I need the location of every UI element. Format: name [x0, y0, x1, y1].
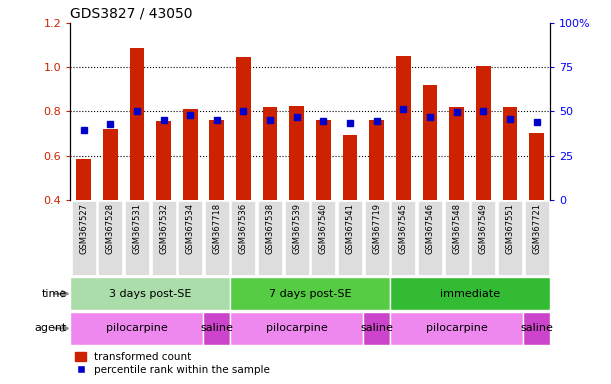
FancyBboxPatch shape: [70, 312, 203, 345]
Text: GSM367528: GSM367528: [106, 203, 115, 254]
Text: saline: saline: [360, 323, 393, 333]
Text: GSM367531: GSM367531: [133, 203, 141, 254]
Text: GSM367721: GSM367721: [532, 203, 541, 254]
Text: time: time: [42, 289, 67, 299]
Text: GSM367527: GSM367527: [79, 203, 88, 254]
FancyBboxPatch shape: [230, 277, 390, 310]
Text: GSM367545: GSM367545: [399, 203, 408, 253]
Text: GSM367548: GSM367548: [452, 203, 461, 254]
Text: GSM367532: GSM367532: [159, 203, 168, 254]
Text: immediate: immediate: [440, 289, 500, 299]
Text: GSM367540: GSM367540: [319, 203, 328, 253]
FancyBboxPatch shape: [71, 201, 95, 275]
Text: GSM367536: GSM367536: [239, 203, 248, 254]
FancyBboxPatch shape: [445, 201, 469, 275]
Bar: [370, 120, 384, 200]
Bar: [210, 120, 224, 200]
Text: GSM367541: GSM367541: [346, 203, 354, 253]
Bar: [423, 85, 437, 200]
Bar: [529, 134, 544, 200]
FancyBboxPatch shape: [471, 201, 496, 275]
Text: pilocarpine: pilocarpine: [266, 323, 327, 333]
FancyBboxPatch shape: [312, 201, 335, 275]
Bar: [130, 48, 144, 200]
FancyBboxPatch shape: [338, 201, 362, 275]
Text: GSM367551: GSM367551: [505, 203, 514, 253]
Text: saline: saline: [520, 323, 553, 333]
FancyBboxPatch shape: [390, 312, 523, 345]
FancyBboxPatch shape: [392, 201, 415, 275]
FancyBboxPatch shape: [232, 201, 255, 275]
Text: pilocarpine: pilocarpine: [426, 323, 488, 333]
FancyBboxPatch shape: [258, 201, 282, 275]
Text: GSM367538: GSM367538: [266, 203, 274, 254]
Bar: [103, 129, 117, 200]
Bar: [449, 107, 464, 200]
FancyBboxPatch shape: [498, 201, 522, 275]
FancyBboxPatch shape: [285, 201, 309, 275]
Text: GSM367546: GSM367546: [425, 203, 434, 254]
FancyBboxPatch shape: [98, 201, 122, 275]
FancyBboxPatch shape: [364, 312, 390, 345]
FancyBboxPatch shape: [365, 201, 389, 275]
Bar: [503, 107, 518, 200]
Text: GSM367718: GSM367718: [212, 203, 221, 254]
Text: GSM367549: GSM367549: [479, 203, 488, 253]
Bar: [183, 109, 197, 200]
Text: 3 days post-SE: 3 days post-SE: [109, 289, 191, 299]
FancyBboxPatch shape: [523, 312, 550, 345]
Bar: [343, 134, 357, 200]
Bar: [263, 107, 277, 200]
FancyBboxPatch shape: [525, 201, 549, 275]
Text: GSM367534: GSM367534: [186, 203, 195, 254]
Bar: [316, 120, 331, 200]
FancyBboxPatch shape: [203, 312, 230, 345]
Text: saline: saline: [200, 323, 233, 333]
FancyBboxPatch shape: [230, 312, 364, 345]
Text: GDS3827 / 43050: GDS3827 / 43050: [70, 7, 192, 20]
Legend: transformed count, percentile rank within the sample: transformed count, percentile rank withi…: [76, 352, 270, 375]
Text: agent: agent: [35, 323, 67, 333]
Bar: [290, 106, 304, 200]
FancyBboxPatch shape: [152, 201, 175, 275]
FancyBboxPatch shape: [125, 201, 149, 275]
Text: GSM367719: GSM367719: [372, 203, 381, 254]
FancyBboxPatch shape: [205, 201, 229, 275]
FancyBboxPatch shape: [70, 277, 230, 310]
Bar: [156, 121, 171, 200]
Text: 7 days post-SE: 7 days post-SE: [269, 289, 351, 299]
Text: GSM367539: GSM367539: [292, 203, 301, 254]
Text: pilocarpine: pilocarpine: [106, 323, 168, 333]
Bar: [396, 56, 411, 200]
FancyBboxPatch shape: [390, 277, 550, 310]
Bar: [76, 159, 91, 200]
FancyBboxPatch shape: [178, 201, 202, 275]
FancyBboxPatch shape: [418, 201, 442, 275]
Bar: [236, 57, 251, 200]
Bar: [476, 66, 491, 200]
